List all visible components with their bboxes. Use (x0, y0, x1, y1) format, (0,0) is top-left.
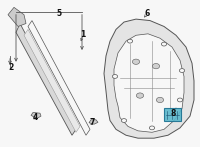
Polygon shape (104, 19, 194, 138)
Circle shape (161, 42, 167, 46)
Text: 8: 8 (170, 109, 176, 118)
Text: 5: 5 (56, 9, 62, 19)
Circle shape (177, 98, 183, 102)
Circle shape (156, 97, 164, 103)
Polygon shape (31, 112, 41, 118)
Polygon shape (114, 34, 184, 132)
Circle shape (149, 126, 155, 130)
Circle shape (136, 93, 144, 98)
Circle shape (112, 75, 118, 78)
Polygon shape (8, 7, 26, 26)
Circle shape (127, 39, 133, 43)
Text: 7: 7 (89, 118, 95, 127)
Polygon shape (16, 24, 76, 135)
Text: 6: 6 (144, 9, 150, 19)
Circle shape (152, 64, 160, 69)
Circle shape (132, 59, 140, 64)
Text: 2: 2 (8, 63, 14, 72)
Polygon shape (89, 120, 98, 124)
Text: 4: 4 (32, 113, 38, 122)
Polygon shape (24, 29, 80, 132)
Circle shape (179, 69, 185, 72)
Text: 1: 1 (80, 30, 86, 39)
Circle shape (121, 119, 127, 122)
FancyBboxPatch shape (164, 108, 181, 121)
